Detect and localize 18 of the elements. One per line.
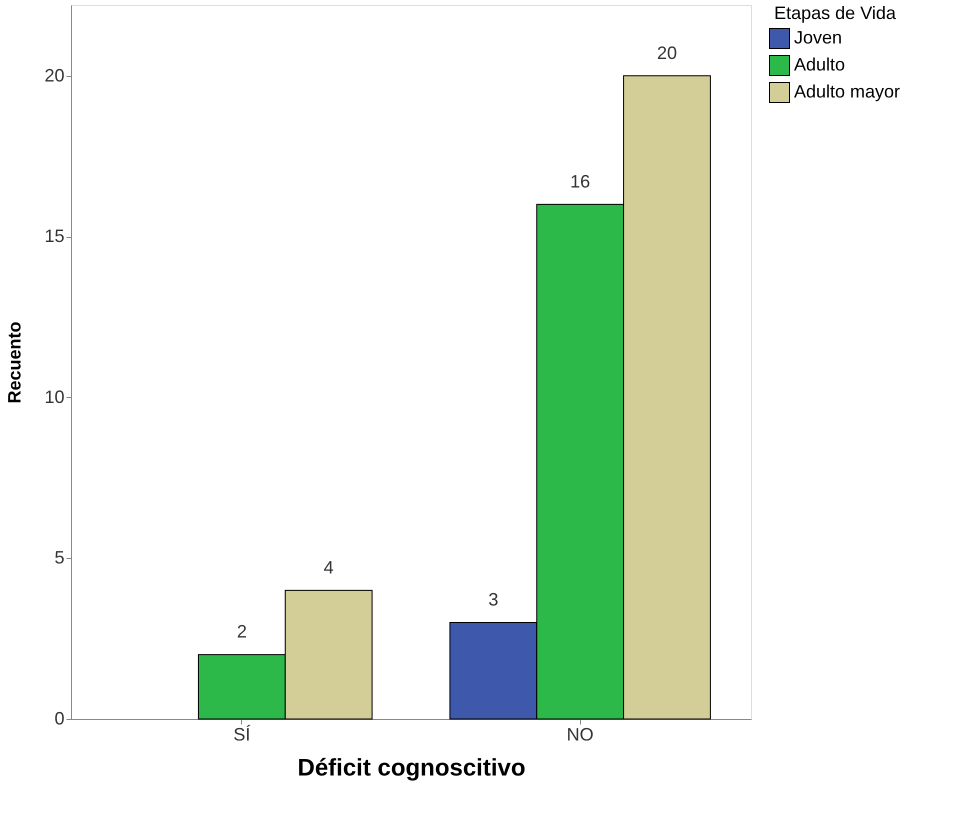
x-tick-label: SÍ bbox=[233, 724, 250, 744]
y-tick-label: 5 bbox=[54, 548, 64, 568]
data-label: 20 bbox=[656, 42, 677, 63]
legend-title: Etapas de Vida bbox=[774, 3, 897, 23]
data-label: 3 bbox=[488, 590, 498, 610]
legend-label: Joven bbox=[794, 28, 842, 48]
y-tick-label: 0 bbox=[54, 708, 64, 728]
data-label: 2 bbox=[236, 622, 247, 642]
legend-label: Adulto bbox=[794, 54, 846, 74]
y-tick-label: 15 bbox=[44, 226, 64, 246]
legend-label: Adulto mayor bbox=[794, 82, 900, 102]
y-tick-label: 20 bbox=[44, 65, 64, 86]
data-label: 16 bbox=[570, 171, 590, 192]
x-tick-label: NO bbox=[566, 724, 594, 744]
y-tick-label: 10 bbox=[44, 386, 64, 407]
data-label: 4 bbox=[324, 557, 334, 578]
y-axis-title: Recuento bbox=[4, 321, 24, 404]
x-axis-title: Déficit cognoscitivo bbox=[297, 754, 526, 782]
